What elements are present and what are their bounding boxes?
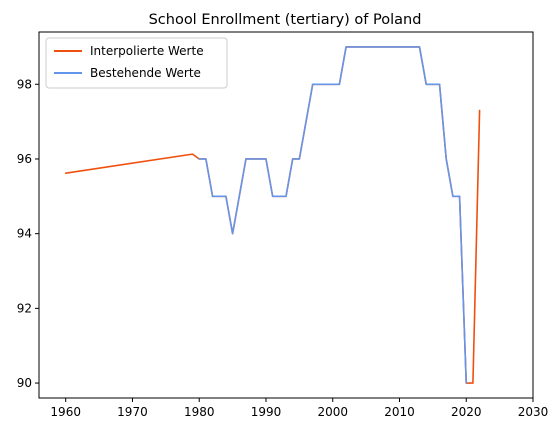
y-tick-label: 90 [17, 376, 32, 390]
x-axis: 1960 1970 1980 1990 2000 2010 2020 2030 [50, 398, 548, 419]
legend: Interpolierte Werte Bestehende Werte [45, 37, 228, 89]
y-tick-label: 94 [17, 227, 32, 241]
y-tick-label: 92 [17, 301, 32, 315]
x-tick-label: 2000 [317, 405, 348, 419]
x-tick-label: 1980 [184, 405, 215, 419]
x-tick-label: 2010 [384, 405, 415, 419]
x-tick-label: 2020 [451, 405, 482, 419]
legend-label-interpolated: Interpolierte Werte [90, 44, 204, 58]
x-tick-label: 1990 [251, 405, 282, 419]
chart-title: School Enrollment (tertiary) of Poland [149, 12, 422, 28]
y-axis: 90 92 94 96 98 [17, 77, 39, 390]
series-line-existing [198, 46, 468, 384]
plot-area [38, 31, 534, 399]
x-tick-label: 1970 [117, 405, 148, 419]
y-tick-label: 98 [17, 77, 32, 91]
x-tick-label: 2030 [518, 405, 549, 419]
series-layer [64, 46, 481, 384]
legend-frame [45, 37, 228, 89]
legend-label-existing: Bestehende Werte [90, 66, 201, 80]
y-tick-label: 96 [17, 152, 32, 166]
x-tick-label: 1960 [50, 405, 81, 419]
